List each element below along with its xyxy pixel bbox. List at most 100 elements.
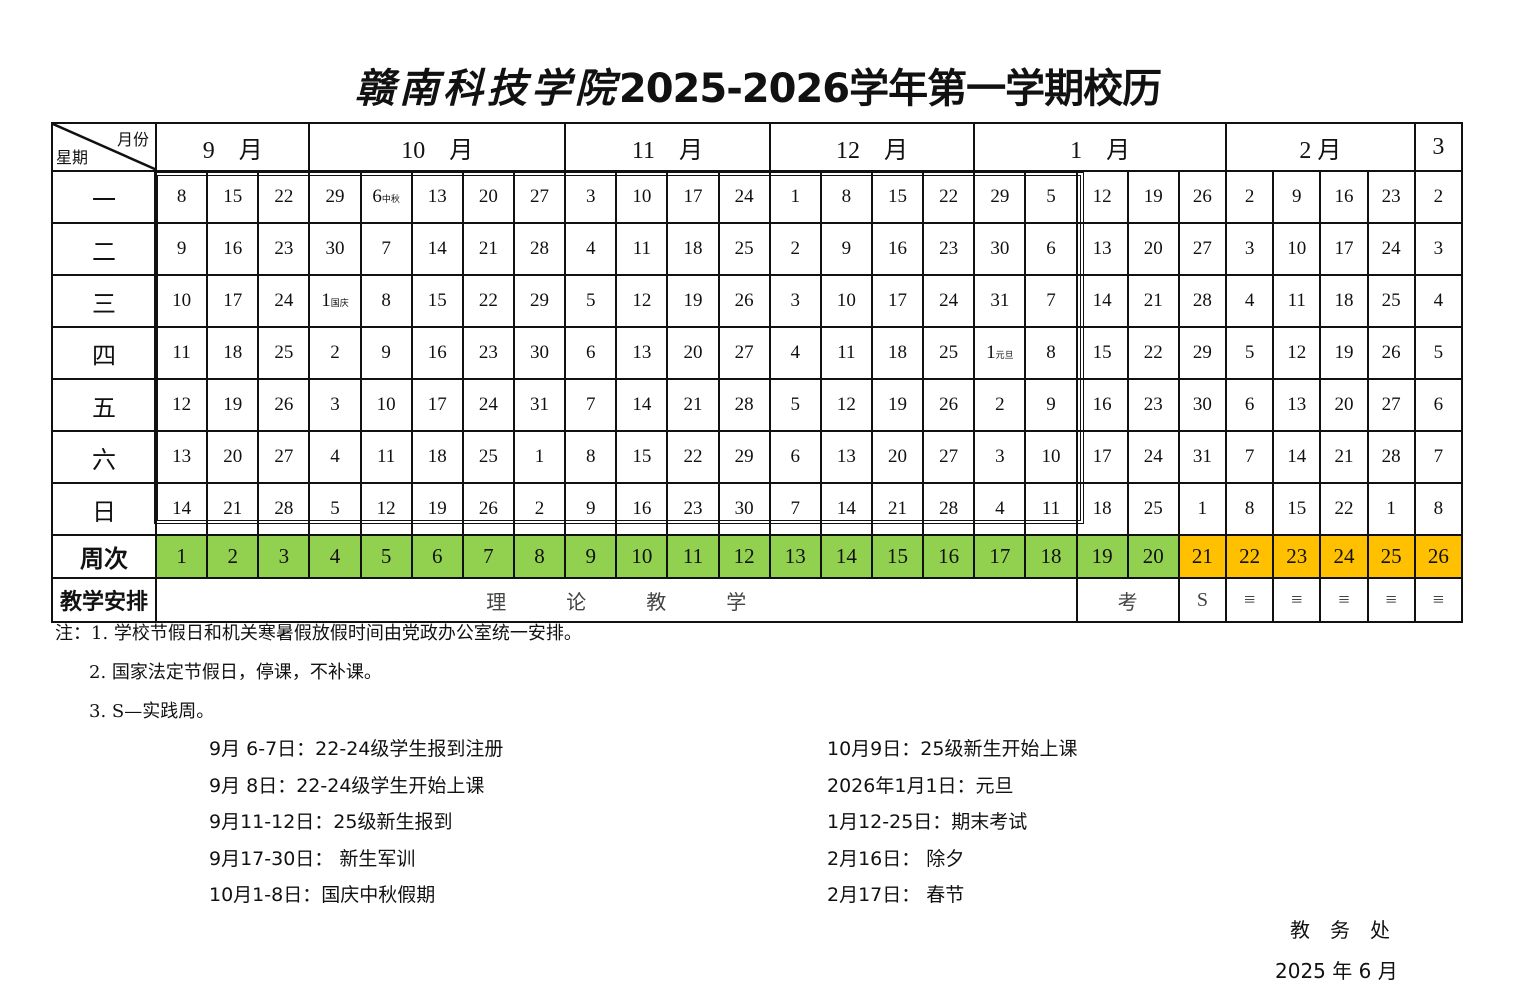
- event-item: 2026年1月1日：元旦: [827, 774, 1014, 797]
- month-header: 1 月: [973, 122, 1227, 172]
- note-2: 2. 国家法定节假日，停课，不补课。: [89, 662, 382, 683]
- date-number: 26: [478, 498, 498, 519]
- date-cell: 19: [666, 274, 720, 328]
- month-header: 10 月: [308, 122, 567, 172]
- date-number: 29: [990, 186, 1010, 207]
- date-number: 15: [1287, 498, 1307, 519]
- date-number: 31: [1192, 446, 1212, 467]
- date-number: 27: [530, 186, 550, 207]
- date-number: 27: [939, 446, 959, 467]
- date-cell: 27: [922, 430, 976, 484]
- date-number: 13: [427, 186, 447, 207]
- date-cell: 26: [1177, 170, 1228, 224]
- date-number: 6: [372, 186, 382, 207]
- date-cell: 17: [870, 274, 925, 328]
- date-number: 10: [632, 186, 652, 207]
- date-cell: 11: [359, 430, 413, 484]
- date-cell: 1: [768, 170, 822, 224]
- date-number: 8: [1433, 498, 1444, 519]
- date-number: 10: [1041, 446, 1061, 467]
- date-number: 28: [1381, 446, 1401, 467]
- date-cell: 7: [1413, 430, 1463, 484]
- date-number: 6: [790, 446, 801, 467]
- date-cell: 12: [1272, 326, 1322, 380]
- date-number: 24: [734, 186, 754, 207]
- date-number: 1: [1197, 498, 1208, 519]
- date-cell: 30: [512, 326, 567, 380]
- holiday-note: 元旦: [995, 350, 1014, 360]
- date-number: 28: [734, 394, 754, 415]
- weekday-label: 五: [51, 378, 157, 432]
- date-cell: 14: [1075, 274, 1129, 328]
- date-number: 11: [1041, 498, 1061, 519]
- date-number: 26: [274, 394, 294, 415]
- date-number: 22: [274, 186, 294, 207]
- arrangement-cell: ≡: [1319, 577, 1369, 623]
- date-number: 17: [1092, 446, 1112, 467]
- date-number: 27: [734, 342, 754, 363]
- date-cell: 12: [154, 378, 209, 432]
- date-number: 2: [995, 394, 1005, 415]
- date-cell: 17: [1075, 430, 1129, 484]
- date-cell: 24: [922, 274, 976, 328]
- date-number: 20: [683, 342, 703, 363]
- date-number: 19: [223, 394, 243, 415]
- date-cell: 22: [922, 170, 976, 224]
- date-number: 6: [585, 342, 596, 363]
- date-number: 3: [1433, 238, 1444, 259]
- date-cell: 10: [1024, 430, 1078, 484]
- holiday-note: 国庆: [330, 298, 349, 308]
- date-number: 30: [530, 342, 550, 363]
- date-number: 28: [1192, 290, 1212, 311]
- event-item: 10月9日：25级新生开始上课: [827, 738, 1078, 760]
- date-number: 30: [990, 238, 1010, 259]
- date-number: 12: [376, 498, 396, 519]
- date-cell: 25: [1126, 482, 1180, 536]
- date-number: 22: [478, 290, 498, 311]
- date-number: 3: [790, 290, 801, 311]
- date-cell: 23: [1366, 170, 1416, 224]
- date-number: 26: [734, 290, 754, 311]
- date-number: 13: [1092, 238, 1112, 259]
- date-cell: 6: [768, 430, 822, 484]
- date-cell: 28: [257, 482, 311, 536]
- date-number: 18: [683, 238, 703, 259]
- date-cell: 9: [1024, 378, 1078, 432]
- date-number: 25: [734, 238, 754, 259]
- date-cell: 8: [154, 170, 209, 224]
- date-number: 13: [836, 446, 856, 467]
- date-cell: 24: [257, 274, 311, 328]
- date-number: 22: [939, 186, 959, 207]
- arrangement-cell: ≡: [1224, 577, 1275, 623]
- date-number: 14: [427, 238, 447, 259]
- date-number: 26: [939, 394, 959, 415]
- date-cell: 18: [1075, 482, 1129, 536]
- date-number: 8: [1244, 498, 1255, 519]
- date-number: 14: [1092, 290, 1112, 311]
- date-cell: 30: [717, 482, 771, 536]
- date-number: 17: [1334, 238, 1354, 259]
- date-number: 12: [172, 394, 192, 415]
- date-cell: 12: [1075, 170, 1129, 224]
- page-title: 赣南科技学院2025-2026学年第一学期校历: [0, 56, 1516, 114]
- date-cell: 17: [1319, 222, 1369, 276]
- date-number: 23: [939, 238, 959, 259]
- date-cell: 23: [461, 326, 515, 380]
- date-number: 1: [790, 186, 801, 207]
- date-cell: 15: [206, 170, 260, 224]
- date-cell: 4: [564, 222, 618, 276]
- date-number: 3: [585, 186, 596, 207]
- date-cell: 16: [410, 326, 464, 380]
- date-cell: 10: [154, 274, 209, 328]
- date-cell: 21: [666, 378, 720, 432]
- date-cell: 7: [359, 222, 413, 276]
- date-cell: 25: [257, 326, 311, 380]
- week-number: 4: [308, 534, 362, 579]
- weekday-row: 六 13 20 27 4 11 18 25 1 8 15 22 29 6 13 20 27 3 10 17 24 31 7 1…: [51, 430, 1463, 484]
- date-cell: 27: [512, 170, 567, 224]
- date-number: 11: [376, 446, 396, 467]
- date-cell: 3: [564, 170, 618, 224]
- week-number: 2: [206, 534, 260, 579]
- date-number: 5: [1244, 342, 1255, 363]
